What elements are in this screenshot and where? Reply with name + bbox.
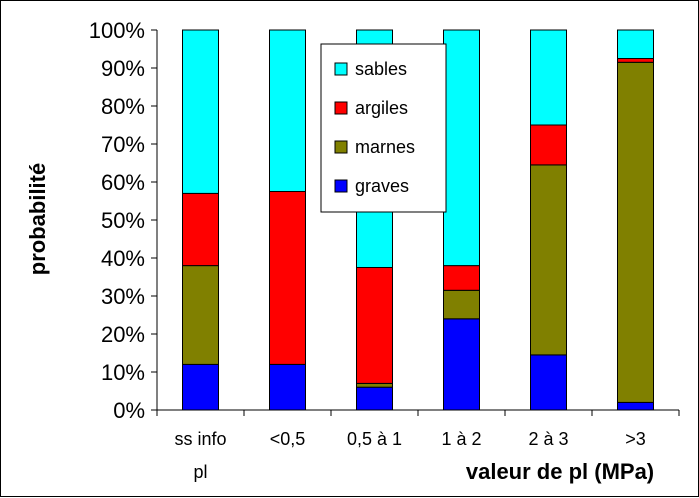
- y-tick-label: 10%: [101, 360, 145, 385]
- bar-segment-argiles: [530, 124, 567, 166]
- y-tick-label: 20%: [101, 322, 145, 347]
- y-tick-label: 100%: [89, 18, 145, 43]
- bar-segment-marnes: [182, 265, 219, 365]
- y-tick-label: 30%: [101, 284, 145, 309]
- bar-segment-sables: [617, 29, 654, 59]
- bar-segment-sables: [182, 29, 219, 194]
- y-tick-label: 0%: [113, 398, 145, 423]
- x-category-label: pl: [193, 462, 207, 482]
- legend-swatch-argiles: [334, 101, 348, 115]
- bar-segment-marnes: [356, 382, 393, 388]
- bar-segment-argiles: [269, 191, 306, 365]
- bar-segment-graves: [182, 363, 219, 411]
- bar-segment-graves: [617, 401, 654, 411]
- x-axis-title: valeur de pl (MPa): [466, 459, 654, 484]
- y-tick-label: 90%: [101, 56, 145, 81]
- axes: [156, 30, 680, 416]
- y-tick-label: 50%: [101, 208, 145, 233]
- bar-segment-graves: [443, 318, 480, 411]
- legend: sables argiles marnes graves: [320, 43, 447, 213]
- y-tick-label: 70%: [101, 132, 145, 157]
- y-tick-label: 60%: [101, 170, 145, 195]
- y-axis-ticks: 0% 10% 20% 30% 40% 50% 60% 70% 80% 90% 100%: [89, 18, 157, 423]
- x-category-label: 2 à 3: [528, 429, 568, 449]
- x-category-label: 0,5 à 1: [347, 429, 402, 449]
- legend-label-marnes: marnes: [355, 137, 415, 157]
- bar-segment-graves: [269, 363, 306, 411]
- bar-segment-marnes: [530, 164, 567, 356]
- x-axis-labels: ss info pl <0,5 0,5 à 1 1 à 2 2 à 3 >3: [174, 429, 645, 482]
- bar-segment-graves: [530, 354, 567, 411]
- x-category-label: <0,5: [270, 429, 306, 449]
- x-category-label: >3: [625, 429, 646, 449]
- bar-segment-marnes: [443, 289, 480, 320]
- bar-segment-sables: [530, 29, 567, 126]
- x-category-label: 1 à 2: [441, 429, 481, 449]
- y-tick-label: 80%: [101, 94, 145, 119]
- bar-segment-marnes: [617, 61, 654, 403]
- y-tick-label: 40%: [101, 246, 145, 271]
- bar-segment-argiles: [617, 58, 654, 63]
- bar-segment-argiles: [356, 267, 393, 384]
- legend-label-argiles: argiles: [355, 98, 408, 118]
- y-axis-title: probabilité: [25, 163, 50, 275]
- legend-swatch-marnes: [334, 140, 348, 154]
- bar-segment-argiles: [182, 192, 219, 267]
- legend-label-graves: graves: [355, 176, 409, 196]
- legend-swatch-sables: [334, 62, 348, 76]
- bar-segment-argiles: [443, 265, 480, 291]
- bar-segment-sables: [443, 29, 480, 267]
- bar-segment-sables: [269, 29, 306, 192]
- legend-label-sables: sables: [355, 59, 407, 79]
- legend-swatch-graves: [334, 179, 348, 193]
- bar-segment-graves: [356, 386, 393, 411]
- x-category-label: ss info: [174, 429, 226, 449]
